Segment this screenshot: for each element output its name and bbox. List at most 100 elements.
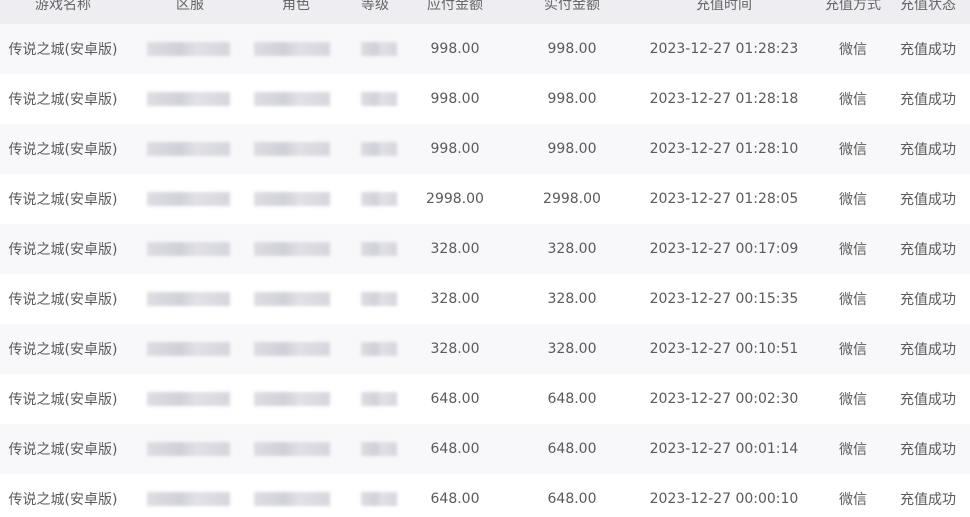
recharge-time-cell: 2023-12-27 01:28:23 bbox=[649, 41, 799, 57]
payable-amount-cell: 998.00 bbox=[430, 41, 480, 57]
server-redacted bbox=[147, 242, 230, 256]
recharge-time-cell: 2023-12-27 00:02:30 bbox=[649, 391, 799, 407]
server-redacted bbox=[147, 392, 230, 406]
paid-amount-cell: 648.00 bbox=[547, 441, 597, 457]
recharge-time-cell: 2023-12-27 01:28:05 bbox=[649, 191, 799, 207]
paid-amount-cell: 328.00 bbox=[547, 341, 597, 357]
header-payable[interactable]: 应付金额 bbox=[427, 0, 483, 13]
table-row[interactable]: 传说之城(安卓版) 648.00 648.00 2023-12-27 00:00:10… bbox=[0, 474, 970, 517]
recharge-time-cell: 2023-12-27 01:28:18 bbox=[649, 91, 799, 107]
recharge-time-cell: 2023-12-27 00:15:35 bbox=[649, 291, 799, 307]
table-row[interactable]: 传说之城(安卓版) 328.00 328.00 2023-12-27 00:15:35… bbox=[0, 274, 970, 324]
header-paid[interactable]: 实付金额 bbox=[544, 0, 600, 13]
payable-amount-cell: 328.00 bbox=[430, 291, 480, 307]
game-name-cell: 传说之城(安卓版) bbox=[8, 92, 118, 108]
level-redacted bbox=[361, 292, 397, 306]
level-redacted bbox=[361, 492, 397, 506]
payment-method-cell: 微信 bbox=[839, 442, 867, 458]
role-redacted bbox=[254, 42, 330, 56]
game-name-cell: 传说之城(安卓版) bbox=[8, 342, 118, 358]
payable-amount-cell: 998.00 bbox=[430, 141, 480, 157]
table-row[interactable]: 传说之城(安卓版) 2998.00 2998.00 2023-12-27 01:28:… bbox=[0, 174, 970, 224]
table-row[interactable]: 传说之城(安卓版) 648.00 648.00 2023-12-27 00:02:30… bbox=[0, 374, 970, 424]
server-redacted bbox=[147, 42, 230, 56]
role-redacted bbox=[254, 142, 330, 156]
table-row[interactable]: 传说之城(安卓版) 998.00 998.00 2023-12-27 01:28:23… bbox=[0, 24, 970, 74]
header-status[interactable]: 充值状态 bbox=[900, 0, 956, 13]
game-name-cell: 传说之城(安卓版) bbox=[8, 142, 118, 158]
role-redacted bbox=[254, 392, 330, 406]
role-redacted bbox=[254, 92, 330, 106]
recharge-time-cell: 2023-12-27 00:00:10 bbox=[649, 491, 799, 507]
header-time[interactable]: 充值时间 bbox=[696, 0, 752, 13]
level-redacted bbox=[361, 392, 397, 406]
role-redacted bbox=[254, 242, 330, 256]
role-redacted bbox=[254, 492, 330, 506]
server-redacted bbox=[147, 442, 230, 456]
recharge-status-cell: 充值成功 bbox=[900, 392, 956, 408]
table-row[interactable]: 传说之城(安卓版) 328.00 328.00 2023-12-27 00:17:09… bbox=[0, 224, 970, 274]
level-redacted bbox=[361, 192, 397, 206]
payment-method-cell: 微信 bbox=[839, 242, 867, 258]
level-redacted bbox=[361, 142, 397, 156]
paid-amount-cell: 998.00 bbox=[547, 91, 597, 107]
table-row[interactable]: 传说之城(安卓版) 648.00 648.00 2023-12-27 00:01:14… bbox=[0, 424, 970, 474]
payment-method-cell: 微信 bbox=[839, 392, 867, 408]
level-redacted bbox=[361, 442, 397, 456]
recharge-status-cell: 充值成功 bbox=[900, 292, 956, 308]
recharge-status-cell: 充值成功 bbox=[900, 492, 956, 508]
server-redacted bbox=[147, 342, 230, 356]
header-server[interactable]: 区服 bbox=[176, 0, 204, 13]
server-redacted bbox=[147, 192, 230, 206]
table-row[interactable]: 传说之城(安卓版) 328.00 328.00 2023-12-27 00:10:51… bbox=[0, 324, 970, 374]
recharge-status-cell: 充值成功 bbox=[900, 142, 956, 158]
server-redacted bbox=[147, 292, 230, 306]
header-role[interactable]: 角色 bbox=[282, 0, 310, 13]
role-redacted bbox=[254, 342, 330, 356]
game-name-cell: 传说之城(安卓版) bbox=[8, 42, 118, 58]
header-level[interactable]: 等级 bbox=[361, 0, 389, 13]
server-redacted bbox=[147, 92, 230, 106]
recharge-status-cell: 充值成功 bbox=[900, 442, 956, 458]
paid-amount-cell: 328.00 bbox=[547, 291, 597, 307]
table-body: 传说之城(安卓版) 998.00 998.00 2023-12-27 01:28:23… bbox=[0, 24, 970, 517]
game-name-cell: 传说之城(安卓版) bbox=[8, 392, 118, 408]
payable-amount-cell: 328.00 bbox=[430, 241, 480, 257]
role-redacted bbox=[254, 442, 330, 456]
game-name-cell: 传说之城(安卓版) bbox=[8, 292, 118, 308]
paid-amount-cell: 998.00 bbox=[547, 41, 597, 57]
level-redacted bbox=[361, 242, 397, 256]
payment-method-cell: 微信 bbox=[839, 142, 867, 158]
payable-amount-cell: 648.00 bbox=[430, 391, 480, 407]
recharge-time-cell: 2023-12-27 01:28:10 bbox=[649, 141, 799, 157]
game-name-cell: 传说之城(安卓版) bbox=[8, 492, 118, 508]
game-name-cell: 传说之城(安卓版) bbox=[8, 442, 118, 458]
header-game-name[interactable]: 游戏名称 bbox=[35, 0, 91, 13]
recharge-status-cell: 充值成功 bbox=[900, 42, 956, 58]
payment-method-cell: 微信 bbox=[839, 42, 867, 58]
server-redacted bbox=[147, 142, 230, 156]
payment-method-cell: 微信 bbox=[839, 292, 867, 308]
paid-amount-cell: 648.00 bbox=[547, 391, 597, 407]
payment-method-cell: 微信 bbox=[839, 192, 867, 208]
game-name-cell: 传说之城(安卓版) bbox=[8, 242, 118, 258]
role-redacted bbox=[254, 292, 330, 306]
table-row[interactable]: 传说之城(安卓版) 998.00 998.00 2023-12-27 01:28:18… bbox=[0, 74, 970, 124]
recharge-status-cell: 充值成功 bbox=[900, 92, 956, 108]
payable-amount-cell: 328.00 bbox=[430, 341, 480, 357]
recharge-time-cell: 2023-12-27 00:01:14 bbox=[649, 441, 799, 457]
recharge-status-cell: 充值成功 bbox=[900, 342, 956, 358]
payment-method-cell: 微信 bbox=[839, 492, 867, 508]
level-redacted bbox=[361, 92, 397, 106]
payment-method-cell: 微信 bbox=[839, 342, 867, 358]
game-name-cell: 传说之城(安卓版) bbox=[8, 192, 118, 208]
table-row[interactable]: 传说之城(安卓版) 998.00 998.00 2023-12-27 01:28:10… bbox=[0, 124, 970, 174]
paid-amount-cell: 328.00 bbox=[547, 241, 597, 257]
level-redacted bbox=[361, 342, 397, 356]
paid-amount-cell: 648.00 bbox=[547, 491, 597, 507]
header-method[interactable]: 充值方式 bbox=[825, 0, 881, 13]
paid-amount-cell: 2998.00 bbox=[543, 191, 601, 207]
payment-method-cell: 微信 bbox=[839, 92, 867, 108]
level-redacted bbox=[361, 42, 397, 56]
